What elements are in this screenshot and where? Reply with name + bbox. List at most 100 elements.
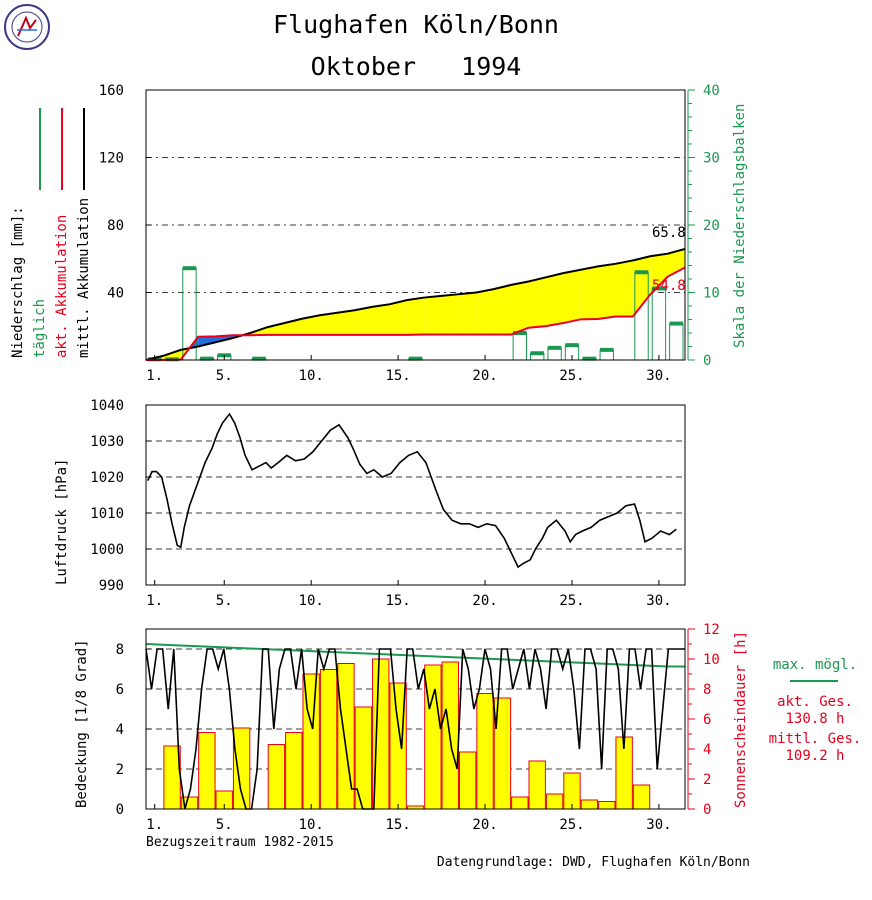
sunshine-bar	[232, 727, 251, 810]
deficit-area	[441, 294, 459, 335]
deficit-area	[389, 300, 407, 335]
sun-xtick-label: 5.	[216, 817, 233, 833]
deficit-area	[632, 256, 651, 317]
pressure-ytick-label: 1020	[90, 470, 124, 486]
logo-emblem	[4, 4, 50, 50]
sunshine-bar	[285, 732, 303, 810]
cloud-ytick-label: 2	[116, 762, 124, 778]
precip-ytick-label: 40	[107, 286, 124, 302]
sunshine-bar	[267, 744, 286, 810]
precip-ytick-label: 80	[107, 218, 124, 234]
deficit-area	[406, 297, 425, 335]
sunshine-right-tick-label: 4	[703, 742, 711, 758]
deficit-area	[580, 266, 599, 320]
mean-sunshine-label: mittl. Ges.	[769, 731, 862, 747]
pressure-axis-label: Luftdruck [hPa]	[54, 459, 70, 585]
pressure-ytick-label: 990	[99, 578, 124, 594]
pressure-ytick-label: 1010	[90, 506, 124, 522]
sunshine-bar	[198, 732, 216, 810]
mean-sunshine-value: 109.2 h	[785, 748, 844, 764]
sun-xtick-label: 15.	[385, 817, 410, 833]
mean-total-annotation: 65.8	[652, 225, 686, 241]
sun-xtick-label: 30.	[646, 817, 671, 833]
deficit-area	[302, 315, 320, 335]
pressure-xtick-label: 5.	[216, 593, 233, 609]
deficit-area	[563, 269, 581, 324]
deficit-area	[372, 304, 390, 335]
precip-xtick-label: 5.	[216, 368, 233, 384]
sunshine-axis-label: Sonnenscheindauer [h]	[733, 631, 749, 808]
sunshine-bar	[632, 784, 651, 810]
daily-precip-bar	[512, 332, 528, 361]
sunshine-right-tick-label: 0	[703, 802, 711, 818]
precip-right-tick-label: 0	[703, 353, 711, 369]
sun-xtick-label: 10.	[299, 817, 324, 833]
precip-right-tick-label: 10	[703, 286, 720, 302]
precip-label-daily: täglich	[32, 299, 48, 358]
sunshine-bar	[458, 751, 477, 810]
actual-sunshine-label: akt. Ges.	[777, 694, 853, 710]
cloud-ytick-label: 4	[116, 722, 124, 738]
sun-xtick-label: 25.	[559, 817, 584, 833]
data-source: Datengrundlage: DWD, Flughafen Köln/Bonn	[437, 855, 750, 870]
sun-xtick-label: 1.	[146, 817, 163, 833]
sunshine-bar	[476, 693, 494, 810]
max-possible-label: max. mögl.	[773, 657, 857, 673]
sunshine-right-tick-label: 2	[703, 772, 711, 788]
deficit-area	[458, 292, 477, 335]
sunshine-right-tick-label: 12	[703, 622, 720, 638]
deficit-area	[424, 295, 442, 335]
cloud-ytick-label: 6	[116, 682, 124, 698]
actual-accum-line	[145, 266, 686, 361]
deficit-area	[319, 312, 338, 335]
sun-xtick-label: 20.	[472, 817, 497, 833]
sunshine-right-tick-label: 6	[703, 712, 711, 728]
precip-label-actual: akt. Akkumulation	[54, 215, 70, 358]
cloud-axis-label: Bedeckung [1/8 Grad]	[74, 639, 90, 808]
pressure-line	[147, 412, 677, 569]
precip-label-prefix: Niederschlag [mm]:	[10, 206, 26, 358]
deficit-area	[493, 284, 512, 335]
mean-accum-line	[145, 247, 686, 361]
pressure-xtick-label: 20.	[472, 593, 497, 609]
precip-label-mean: mittl. Akkumulation	[76, 198, 92, 358]
actual-sunshine-value: 130.8 h	[785, 711, 844, 727]
deficit-area	[650, 253, 668, 295]
precip-right-axis-label: Skala der Niederschlagsbalken	[732, 104, 748, 348]
sun-cloud-panel: 0 2 4 6 8 0 2 4 6 8 10 12 1. 5. 10. 15. 20. 25. 30. Bedeck…	[74, 622, 861, 850]
precip-xtick-label: 30.	[646, 368, 671, 384]
sunshine-bar	[163, 745, 181, 810]
pressure-xtick-label: 30.	[646, 593, 671, 609]
precip-xtick-label: 10.	[299, 368, 324, 384]
cloud-cover-line	[145, 648, 685, 810]
sunshine-right-tick-label: 10	[703, 652, 720, 668]
pressure-panel: 990 1000 1010 1020 1030 1040 1. 5. 10. 15. 20. 25. 3…	[54, 398, 686, 609]
deficit-area	[511, 281, 529, 335]
precip-frame	[145, 89, 686, 361]
title-line-1: Flughafen Köln/Bonn	[273, 10, 559, 39]
deficit-area	[528, 277, 546, 328]
pressure-xtick-label: 25.	[559, 593, 584, 609]
pressure-frame	[145, 404, 686, 586]
deficit-area	[545, 273, 564, 327]
pressure-ytick-label: 1000	[90, 542, 124, 558]
reference-period: Bezugszeitraum 1982-2015	[146, 835, 334, 850]
sunshine-bar	[528, 760, 546, 810]
precip-xtick-label: 1.	[146, 368, 163, 384]
deficit-area	[267, 322, 286, 335]
sunshine-bar	[545, 793, 564, 810]
precip-ytick-label: 160	[99, 83, 124, 99]
pressure-xtick-label: 1.	[146, 593, 163, 609]
precip-ytick-label: 120	[99, 151, 124, 167]
max-sunshine-line	[145, 643, 685, 668]
precip-right-tick-label: 40	[703, 83, 720, 99]
sunshine-bar	[580, 799, 599, 810]
pressure-xtick-label: 10.	[299, 593, 324, 609]
cloud-ytick-label: 0	[116, 802, 124, 818]
sunshine-bar	[424, 664, 442, 810]
cloud-ytick-label: 8	[116, 642, 124, 658]
pressure-ytick-label: 1030	[90, 434, 124, 450]
sunshine-bar	[354, 706, 373, 810]
deficit-area	[615, 260, 633, 317]
surplus-area	[198, 336, 216, 347]
